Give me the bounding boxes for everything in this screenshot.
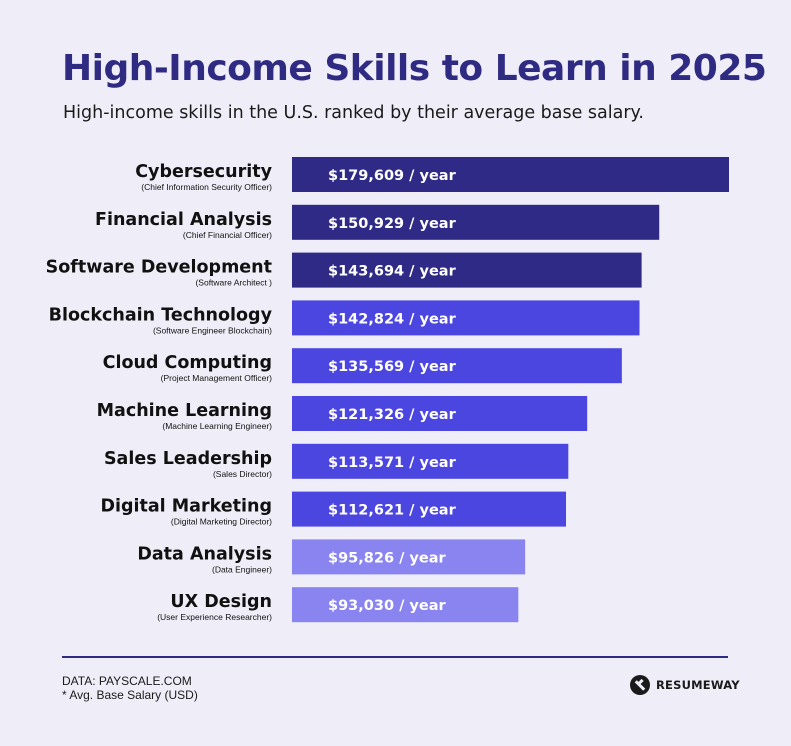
bar-software-development — [292, 252, 642, 288]
chart-title: High-Income Skills to Learn in 2025 — [62, 48, 767, 89]
bar-chart: $179,609 / year Cybersecurity(Chief Infor… — [46, 157, 729, 623]
brand[interactable]: RESUMEWAY — [630, 674, 740, 696]
category-label: Software Development — [46, 258, 272, 278]
value-label: $113,571 / year — [328, 455, 457, 471]
category-sublabel: (Chief Information Security Officer) — [141, 182, 272, 192]
category-sublabel: (Software Engineer Blockchain) — [153, 325, 272, 335]
value-label: $95,826 / year — [328, 550, 447, 566]
category-label: Cloud Computing — [103, 353, 272, 373]
category-label: Financial Analysis — [95, 210, 272, 230]
value-label: $93,030 / year — [328, 598, 447, 614]
value-label: $150,929 / year — [328, 216, 457, 232]
bar-digital-marketing — [292, 491, 567, 527]
chart-subtitle: High-income skills in the U.S. ranked by… — [63, 103, 644, 123]
value-label: $142,824 / year — [328, 311, 457, 327]
bar-data-analysis — [292, 539, 526, 575]
bar-sales-leadership — [292, 443, 569, 479]
category-sublabel: (Chief Financial Officer) — [183, 230, 272, 240]
value-label: $112,621 / year — [328, 503, 457, 519]
value-label: $121,326 / year — [328, 407, 457, 423]
value-label: $135,569 / year — [328, 359, 457, 375]
category-sublabel: (User Experience Researcher) — [157, 612, 272, 622]
brand-name: RESUMEWAY — [656, 678, 740, 692]
value-label: $179,609 / year — [328, 168, 457, 184]
category-sublabel: (Software Architect ) — [195, 278, 272, 288]
category-sublabel: (Digital Marketing Director) — [171, 517, 272, 527]
category-label: Digital Marketing — [100, 497, 272, 517]
bar-financial-analysis — [292, 204, 660, 240]
category-sublabel: (Machine Learning Engineer) — [162, 421, 272, 431]
bar-cybersecurity — [292, 157, 729, 192]
category-label: Blockchain Technology — [49, 305, 273, 325]
category-sublabel: (Project Management Officer) — [161, 373, 272, 383]
category-sublabel: (Data Engineer) — [212, 564, 272, 574]
bar-machine-learning — [292, 396, 588, 431]
category-label: UX Design — [170, 592, 272, 612]
data-source: DATA: PAYSCALE.COM — [62, 674, 192, 688]
value-label: $143,694 / year — [328, 264, 457, 280]
bar-blockchain-technology — [292, 300, 640, 336]
footer-divider — [62, 656, 728, 658]
category-label: Sales Leadership — [104, 449, 272, 469]
category-label: Data Analysis — [137, 544, 272, 564]
category-sublabel: (Sales Director) — [213, 469, 272, 479]
bar-cloud-computing — [292, 348, 622, 384]
footnote: * Avg. Base Salary (USD) — [62, 688, 198, 702]
bar-ux-design — [292, 587, 519, 623]
category-label: Cybersecurity — [135, 162, 272, 182]
category-label: Machine Learning — [97, 401, 272, 421]
resumeway-logo-icon — [630, 675, 650, 695]
